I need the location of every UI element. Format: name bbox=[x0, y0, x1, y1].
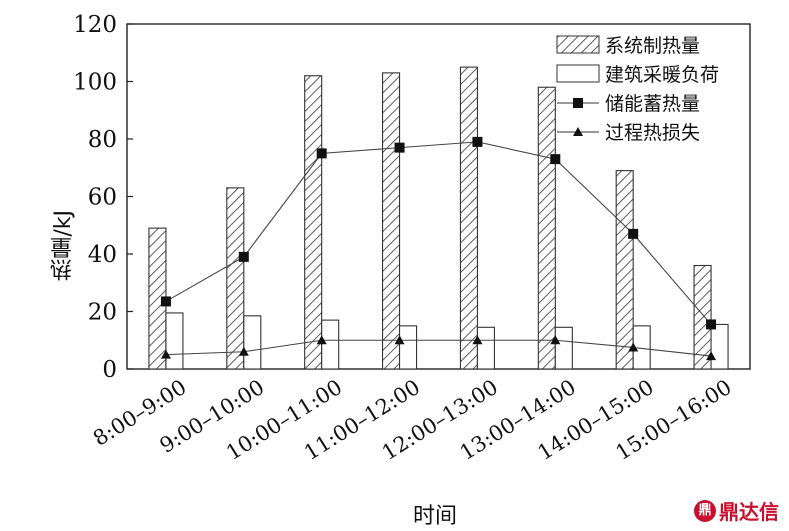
bar bbox=[615, 170, 634, 370]
legend-label: 建筑采暖负荷 bbox=[605, 64, 719, 86]
series-line bbox=[165, 339, 712, 357]
legend-marker bbox=[573, 98, 583, 108]
data-point bbox=[550, 335, 561, 345]
bar bbox=[459, 66, 478, 370]
data-point bbox=[160, 296, 171, 307]
bar bbox=[304, 75, 323, 370]
data-point bbox=[706, 351, 717, 361]
data-point bbox=[238, 251, 249, 262]
bar bbox=[537, 86, 556, 370]
data-point bbox=[394, 142, 405, 153]
y-tick-label: 120 bbox=[73, 12, 117, 38]
bar bbox=[382, 72, 401, 370]
bar bbox=[165, 312, 184, 370]
data-point bbox=[316, 148, 327, 159]
bar bbox=[399, 325, 418, 370]
legend-label: 过程热损失 bbox=[605, 122, 700, 144]
y-tick-label: 40 bbox=[88, 242, 117, 268]
series-line bbox=[165, 141, 712, 325]
data-point bbox=[394, 335, 405, 345]
legend-label: 储能蓄热量 bbox=[605, 93, 700, 115]
watermark-logo-icon: 鼎 bbox=[694, 499, 716, 522]
y-tick-label: 60 bbox=[88, 185, 117, 211]
data-point bbox=[628, 342, 639, 352]
y-tick-label: 0 bbox=[102, 357, 117, 383]
bar bbox=[554, 326, 573, 370]
legend-swatch bbox=[556, 35, 600, 54]
data-point bbox=[472, 136, 483, 147]
data-point bbox=[628, 228, 639, 239]
data-point bbox=[160, 349, 171, 359]
bar bbox=[321, 319, 340, 370]
y-tick-label: 100 bbox=[73, 70, 117, 96]
data-point bbox=[316, 335, 327, 345]
bar bbox=[476, 326, 495, 370]
x-axis-label: 时间 bbox=[412, 504, 457, 529]
legend-swatch bbox=[556, 64, 600, 83]
y-axis-label: 热量/kJ bbox=[51, 210, 76, 281]
data-point bbox=[238, 346, 249, 356]
bar bbox=[710, 323, 729, 370]
legend-label: 系统制热量 bbox=[605, 35, 700, 57]
bar bbox=[243, 315, 262, 370]
y-tick-label: 80 bbox=[88, 127, 117, 153]
data-point bbox=[706, 319, 717, 330]
watermark-text: 鼎达信 bbox=[719, 500, 779, 524]
plot-area: 0204060801001208:00–9:009:00–10:0010:00–… bbox=[73, 12, 751, 465]
bar bbox=[226, 187, 245, 370]
bar bbox=[693, 264, 712, 370]
data-point bbox=[550, 154, 561, 165]
data-point bbox=[472, 335, 483, 345]
legend-marker bbox=[573, 127, 583, 136]
y-tick-label: 20 bbox=[88, 300, 117, 326]
watermark: 鼎 鼎达信 bbox=[694, 496, 779, 525]
